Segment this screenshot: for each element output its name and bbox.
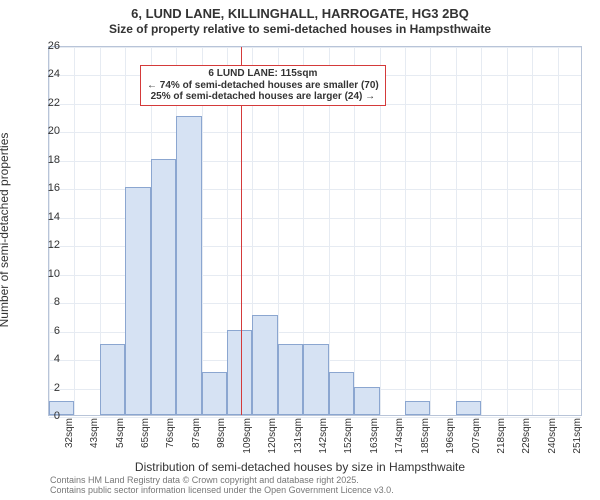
title-line2: Size of property relative to semi-detach… xyxy=(0,22,600,36)
y-axis-label: Number of semi-detached properties xyxy=(0,133,11,328)
histogram-bar xyxy=(252,315,277,415)
gridline-v xyxy=(74,47,75,415)
ytick-label: 20 xyxy=(16,125,60,137)
xtick-label: 65sqm xyxy=(140,418,151,448)
xtick-label: 120sqm xyxy=(267,418,278,454)
gridline-h xyxy=(49,161,581,162)
ytick-label: 12 xyxy=(16,239,60,251)
histogram-bar xyxy=(405,401,430,415)
histogram-bar xyxy=(303,344,328,415)
annotation-line2: ← 74% of semi-detached houses are smalle… xyxy=(147,80,379,92)
ytick-label: 10 xyxy=(16,268,60,280)
xtick-label: 229sqm xyxy=(521,418,532,454)
annotation-line1: 6 LUND LANE: 115sqm xyxy=(147,68,379,80)
histogram-bar xyxy=(227,330,252,415)
xtick-label: 218sqm xyxy=(496,418,507,454)
ytick-label: 22 xyxy=(16,97,60,109)
gridline-h xyxy=(49,47,581,48)
xtick-label: 98sqm xyxy=(216,418,227,448)
gridline-v xyxy=(405,47,406,415)
histogram-bar xyxy=(329,372,354,415)
x-axis-label: Distribution of semi-detached houses by … xyxy=(0,460,600,474)
xtick-label: 196sqm xyxy=(445,418,456,454)
xtick-label: 87sqm xyxy=(191,418,202,448)
ytick-label: 0 xyxy=(16,410,60,422)
histogram-bar xyxy=(125,187,150,415)
chart-area: 6 LUND LANE: 115sqm← 74% of semi-detache… xyxy=(48,46,582,416)
annotation-line3: 25% of semi-detached houses are larger (… xyxy=(147,91,379,103)
attribution: Contains HM Land Registry data © Crown c… xyxy=(50,476,394,496)
xtick-label: 109sqm xyxy=(242,418,253,454)
ytick-label: 24 xyxy=(16,68,60,80)
histogram-bar xyxy=(100,344,125,415)
ytick-label: 18 xyxy=(16,154,60,166)
xtick-label: 163sqm xyxy=(369,418,380,454)
histogram-bar xyxy=(176,116,201,415)
xtick-label: 54sqm xyxy=(115,418,126,448)
ytick-label: 14 xyxy=(16,211,60,223)
ytick-label: 26 xyxy=(16,40,60,52)
gridline-v xyxy=(481,47,482,415)
chart-title: 6, LUND LANE, KILLINGHALL, HARROGATE, HG… xyxy=(0,0,600,36)
gridline-v xyxy=(558,47,559,415)
histogram-bar xyxy=(456,401,481,415)
gridline-v xyxy=(532,47,533,415)
xtick-label: 32sqm xyxy=(64,418,75,448)
xtick-label: 131sqm xyxy=(293,418,304,454)
annotation-box: 6 LUND LANE: 115sqm← 74% of semi-detache… xyxy=(140,65,386,106)
xtick-label: 142sqm xyxy=(318,418,329,454)
plot-area: 6 LUND LANE: 115sqm← 74% of semi-detache… xyxy=(48,46,582,416)
xtick-label: 207sqm xyxy=(471,418,482,454)
gridline-v xyxy=(456,47,457,415)
ytick-label: 6 xyxy=(16,325,60,337)
xtick-label: 240sqm xyxy=(547,418,558,454)
xtick-label: 76sqm xyxy=(165,418,176,448)
gridline-v xyxy=(430,47,431,415)
ytick-label: 4 xyxy=(16,353,60,365)
ytick-label: 8 xyxy=(16,296,60,308)
histogram-bar xyxy=(278,344,303,415)
ytick-label: 16 xyxy=(16,182,60,194)
title-line1: 6, LUND LANE, KILLINGHALL, HARROGATE, HG… xyxy=(0,6,600,22)
ytick-label: 2 xyxy=(16,382,60,394)
gridline-h xyxy=(49,132,581,133)
xtick-label: 251sqm xyxy=(572,418,583,454)
xtick-label: 174sqm xyxy=(394,418,405,454)
xtick-label: 43sqm xyxy=(89,418,100,448)
xtick-label: 152sqm xyxy=(343,418,354,454)
xtick-label: 185sqm xyxy=(420,418,431,454)
histogram-bar xyxy=(354,387,379,415)
histogram-bar xyxy=(151,159,176,415)
gridline-v xyxy=(507,47,508,415)
histogram-bar xyxy=(202,372,227,415)
attribution-line2: Contains public sector information licen… xyxy=(50,486,394,496)
